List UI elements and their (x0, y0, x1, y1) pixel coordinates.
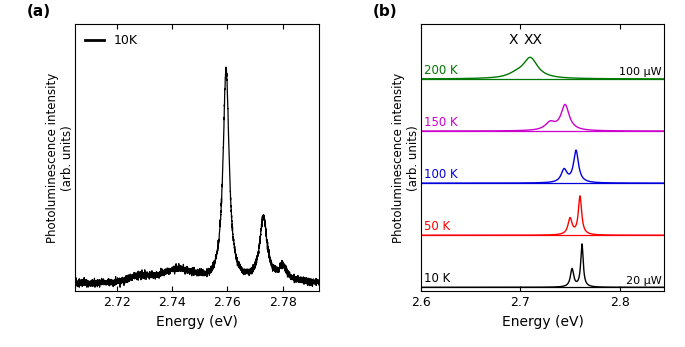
Legend: 10K: 10K (82, 31, 142, 51)
Text: 100 K: 100 K (424, 168, 458, 181)
Text: (b): (b) (373, 4, 397, 19)
Text: X: X (509, 33, 518, 47)
Text: 50 K: 50 K (424, 220, 450, 233)
Text: 150 K: 150 K (424, 116, 458, 129)
X-axis label: Energy (eV): Energy (eV) (156, 315, 238, 329)
Text: (a): (a) (27, 4, 51, 19)
Text: 20 μW: 20 μW (625, 276, 662, 286)
Text: 100 μW: 100 μW (619, 67, 662, 77)
Text: 200 K: 200 K (424, 64, 458, 77)
Y-axis label: Photoluminescence intensity
(arb. units): Photoluminescence intensity (arb. units) (392, 73, 420, 243)
Text: XX: XX (524, 33, 543, 47)
X-axis label: Energy (eV): Energy (eV) (502, 315, 584, 329)
Y-axis label: Photoluminescence intensity
(arb. units): Photoluminescence intensity (arb. units) (46, 73, 74, 243)
Text: 10 K: 10 K (424, 272, 450, 285)
